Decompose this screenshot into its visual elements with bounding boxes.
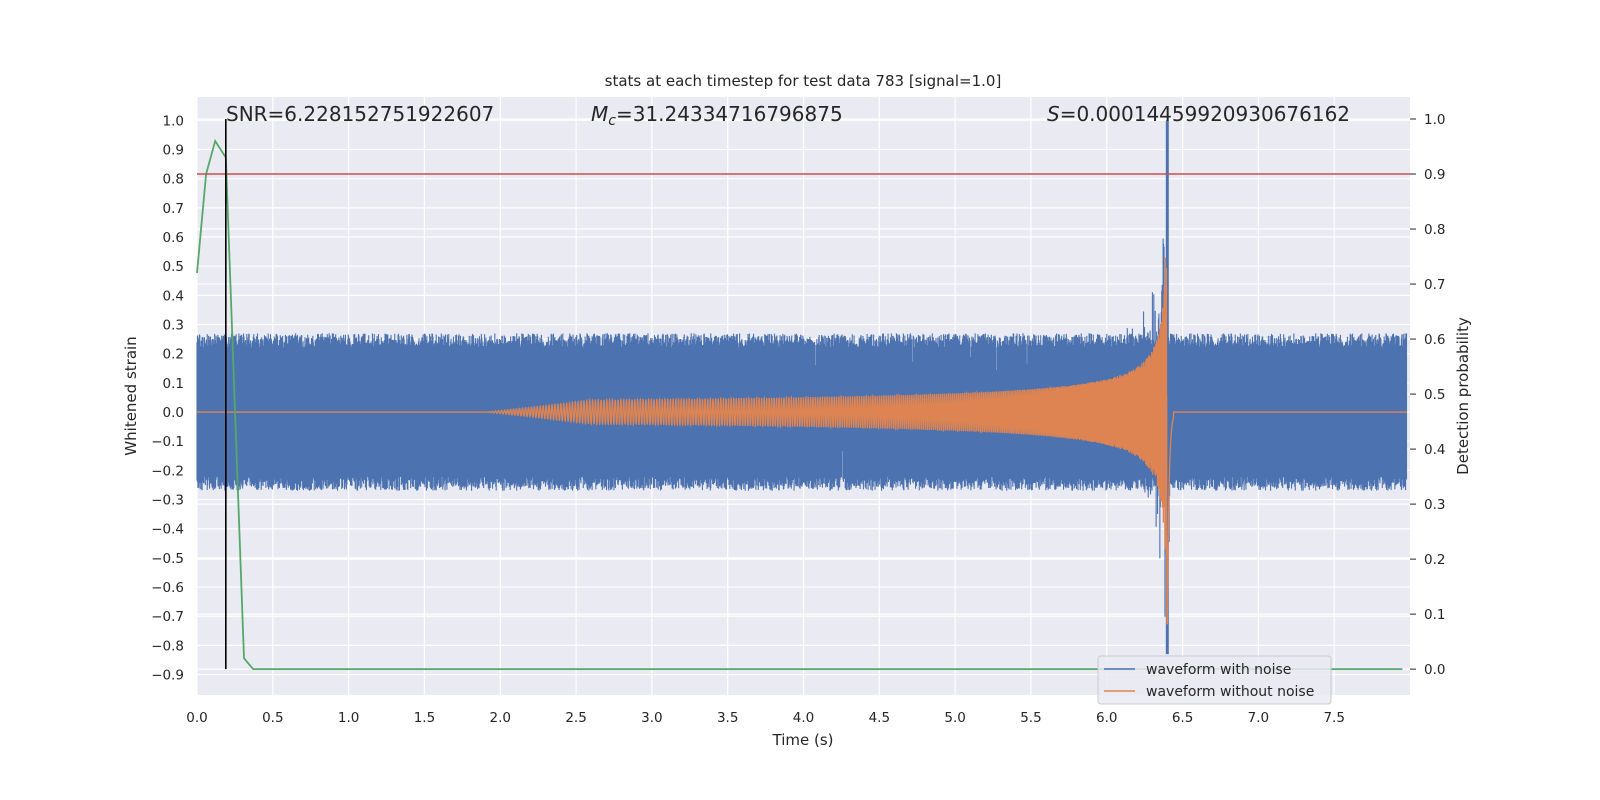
y2-tick-label: 1.0 bbox=[1424, 112, 1445, 128]
x-tick-label: 3.0 bbox=[641, 710, 662, 726]
y2-tick-label: 0.8 bbox=[1424, 222, 1445, 238]
chart-title: stats at each timestep for test data 783… bbox=[605, 72, 1002, 90]
x-tick-label: 7.5 bbox=[1323, 710, 1344, 726]
x-axis-ticks: 0.0 0.5 1.0 1.5 2.0 2.5 3.0 3.5 4.0 4.5 5.0 5.5 6.0 6… bbox=[186, 710, 1345, 726]
y-tick-label: 0.5 bbox=[163, 259, 184, 275]
chirp-mass-annotation: Mc=31.24334716796875 bbox=[591, 102, 843, 129]
x-tick-label: 3.5 bbox=[717, 710, 738, 726]
y2-tick-label: 0.7 bbox=[1424, 277, 1445, 293]
y-tick-label: 0.6 bbox=[163, 230, 184, 246]
y-tick-label: −0.6 bbox=[151, 580, 184, 596]
y-tick-label: −0.5 bbox=[151, 551, 184, 567]
x-tick-label: 4.0 bbox=[793, 710, 814, 726]
x-tick-label: 2.5 bbox=[565, 710, 586, 726]
legend-box bbox=[1097, 655, 1332, 705]
y-tick-label: 0.2 bbox=[163, 347, 184, 363]
x-tick-label: 2.0 bbox=[490, 710, 511, 726]
y2-tick-label: 0.0 bbox=[1424, 662, 1445, 678]
x-tick-label: 6.0 bbox=[1096, 710, 1117, 726]
y2-tick-label: 0.1 bbox=[1424, 607, 1445, 623]
legend-label-noise: waveform with noise bbox=[1146, 662, 1291, 678]
y2-tick-label: 0.3 bbox=[1424, 497, 1445, 513]
probability-path bbox=[196, 138, 1403, 671]
y-tick-label: −0.3 bbox=[151, 493, 184, 509]
x-tick-label: 0.5 bbox=[262, 710, 283, 726]
y2-axis-label: Detection probability bbox=[1454, 317, 1472, 475]
series-detection-probability bbox=[196, 138, 1403, 671]
x-tick-label: 1.0 bbox=[338, 710, 359, 726]
y-tick-label: −0.7 bbox=[151, 609, 184, 625]
x-tick-label: 1.5 bbox=[414, 710, 435, 726]
y2-tick-label: 0.4 bbox=[1424, 442, 1445, 458]
y-tick-label: 0.7 bbox=[163, 201, 184, 217]
y-tick-label: 0.0 bbox=[163, 405, 184, 421]
y-tick-label: 0.8 bbox=[163, 172, 184, 188]
clean-waveform-path bbox=[197, 257, 1407, 625]
legend: waveform with noise waveform without noi… bbox=[1097, 655, 1332, 705]
y2-axis-ticks: 1.0 0.9 0.8 0.7 0.6 0.5 0.4 0.3 0.2 0.1 0.0 bbox=[1410, 112, 1445, 678]
s-symbol: S bbox=[1047, 102, 1060, 126]
y-tick-label: −0.4 bbox=[151, 522, 184, 538]
y-tick-label: 0.1 bbox=[163, 376, 184, 392]
y-axis-label: Whitened strain bbox=[122, 336, 140, 455]
chirp-mass-subscript: c bbox=[608, 113, 616, 129]
x-tick-label: 5.0 bbox=[944, 710, 965, 726]
y-tick-label: −0.2 bbox=[151, 463, 184, 479]
reference-lines bbox=[197, 119, 1410, 670]
x-tick-label: 0.0 bbox=[186, 710, 207, 726]
y-tick-label: 0.9 bbox=[163, 143, 184, 159]
legend-label-clean: waveform without noise bbox=[1146, 684, 1314, 700]
y-axis-ticks: 1.0 0.9 0.8 0.7 0.6 0.5 0.4 0.3 0.2 0.1 0.0 −0.1 −0.… bbox=[151, 113, 184, 683]
chirp-mass-symbol: M bbox=[591, 102, 608, 126]
s-annotation: S=0.00014459920930676162 bbox=[1047, 102, 1350, 126]
snr-annotation: SNR=6.228152751922607 bbox=[226, 102, 494, 126]
y2-tick-label: 0.9 bbox=[1424, 167, 1445, 183]
y-tick-label: −0.9 bbox=[151, 668, 184, 684]
x-tick-label: 5.5 bbox=[1020, 710, 1041, 726]
y-tick-label: −0.8 bbox=[151, 638, 184, 654]
chirp-mass-value: =31.24334716796875 bbox=[616, 102, 843, 126]
y2-tick-label: 0.6 bbox=[1424, 332, 1445, 348]
y-tick-label: 0.4 bbox=[163, 288, 184, 304]
s-value: =0.00014459920930676162 bbox=[1060, 102, 1350, 126]
x-axis-label: Time (s) bbox=[772, 731, 834, 749]
y-tick-label: −0.1 bbox=[151, 434, 184, 450]
x-tick-label: 4.5 bbox=[869, 710, 890, 726]
y2-tick-label: 0.5 bbox=[1424, 387, 1445, 403]
x-tick-label: 7.0 bbox=[1248, 710, 1269, 726]
y-tick-label: 1.0 bbox=[163, 113, 184, 129]
x-tick-label: 6.5 bbox=[1172, 710, 1193, 726]
y2-tick-label: 0.2 bbox=[1424, 552, 1445, 568]
y-tick-label: 0.3 bbox=[163, 318, 184, 334]
series-waveform-without-noise bbox=[197, 257, 1407, 625]
